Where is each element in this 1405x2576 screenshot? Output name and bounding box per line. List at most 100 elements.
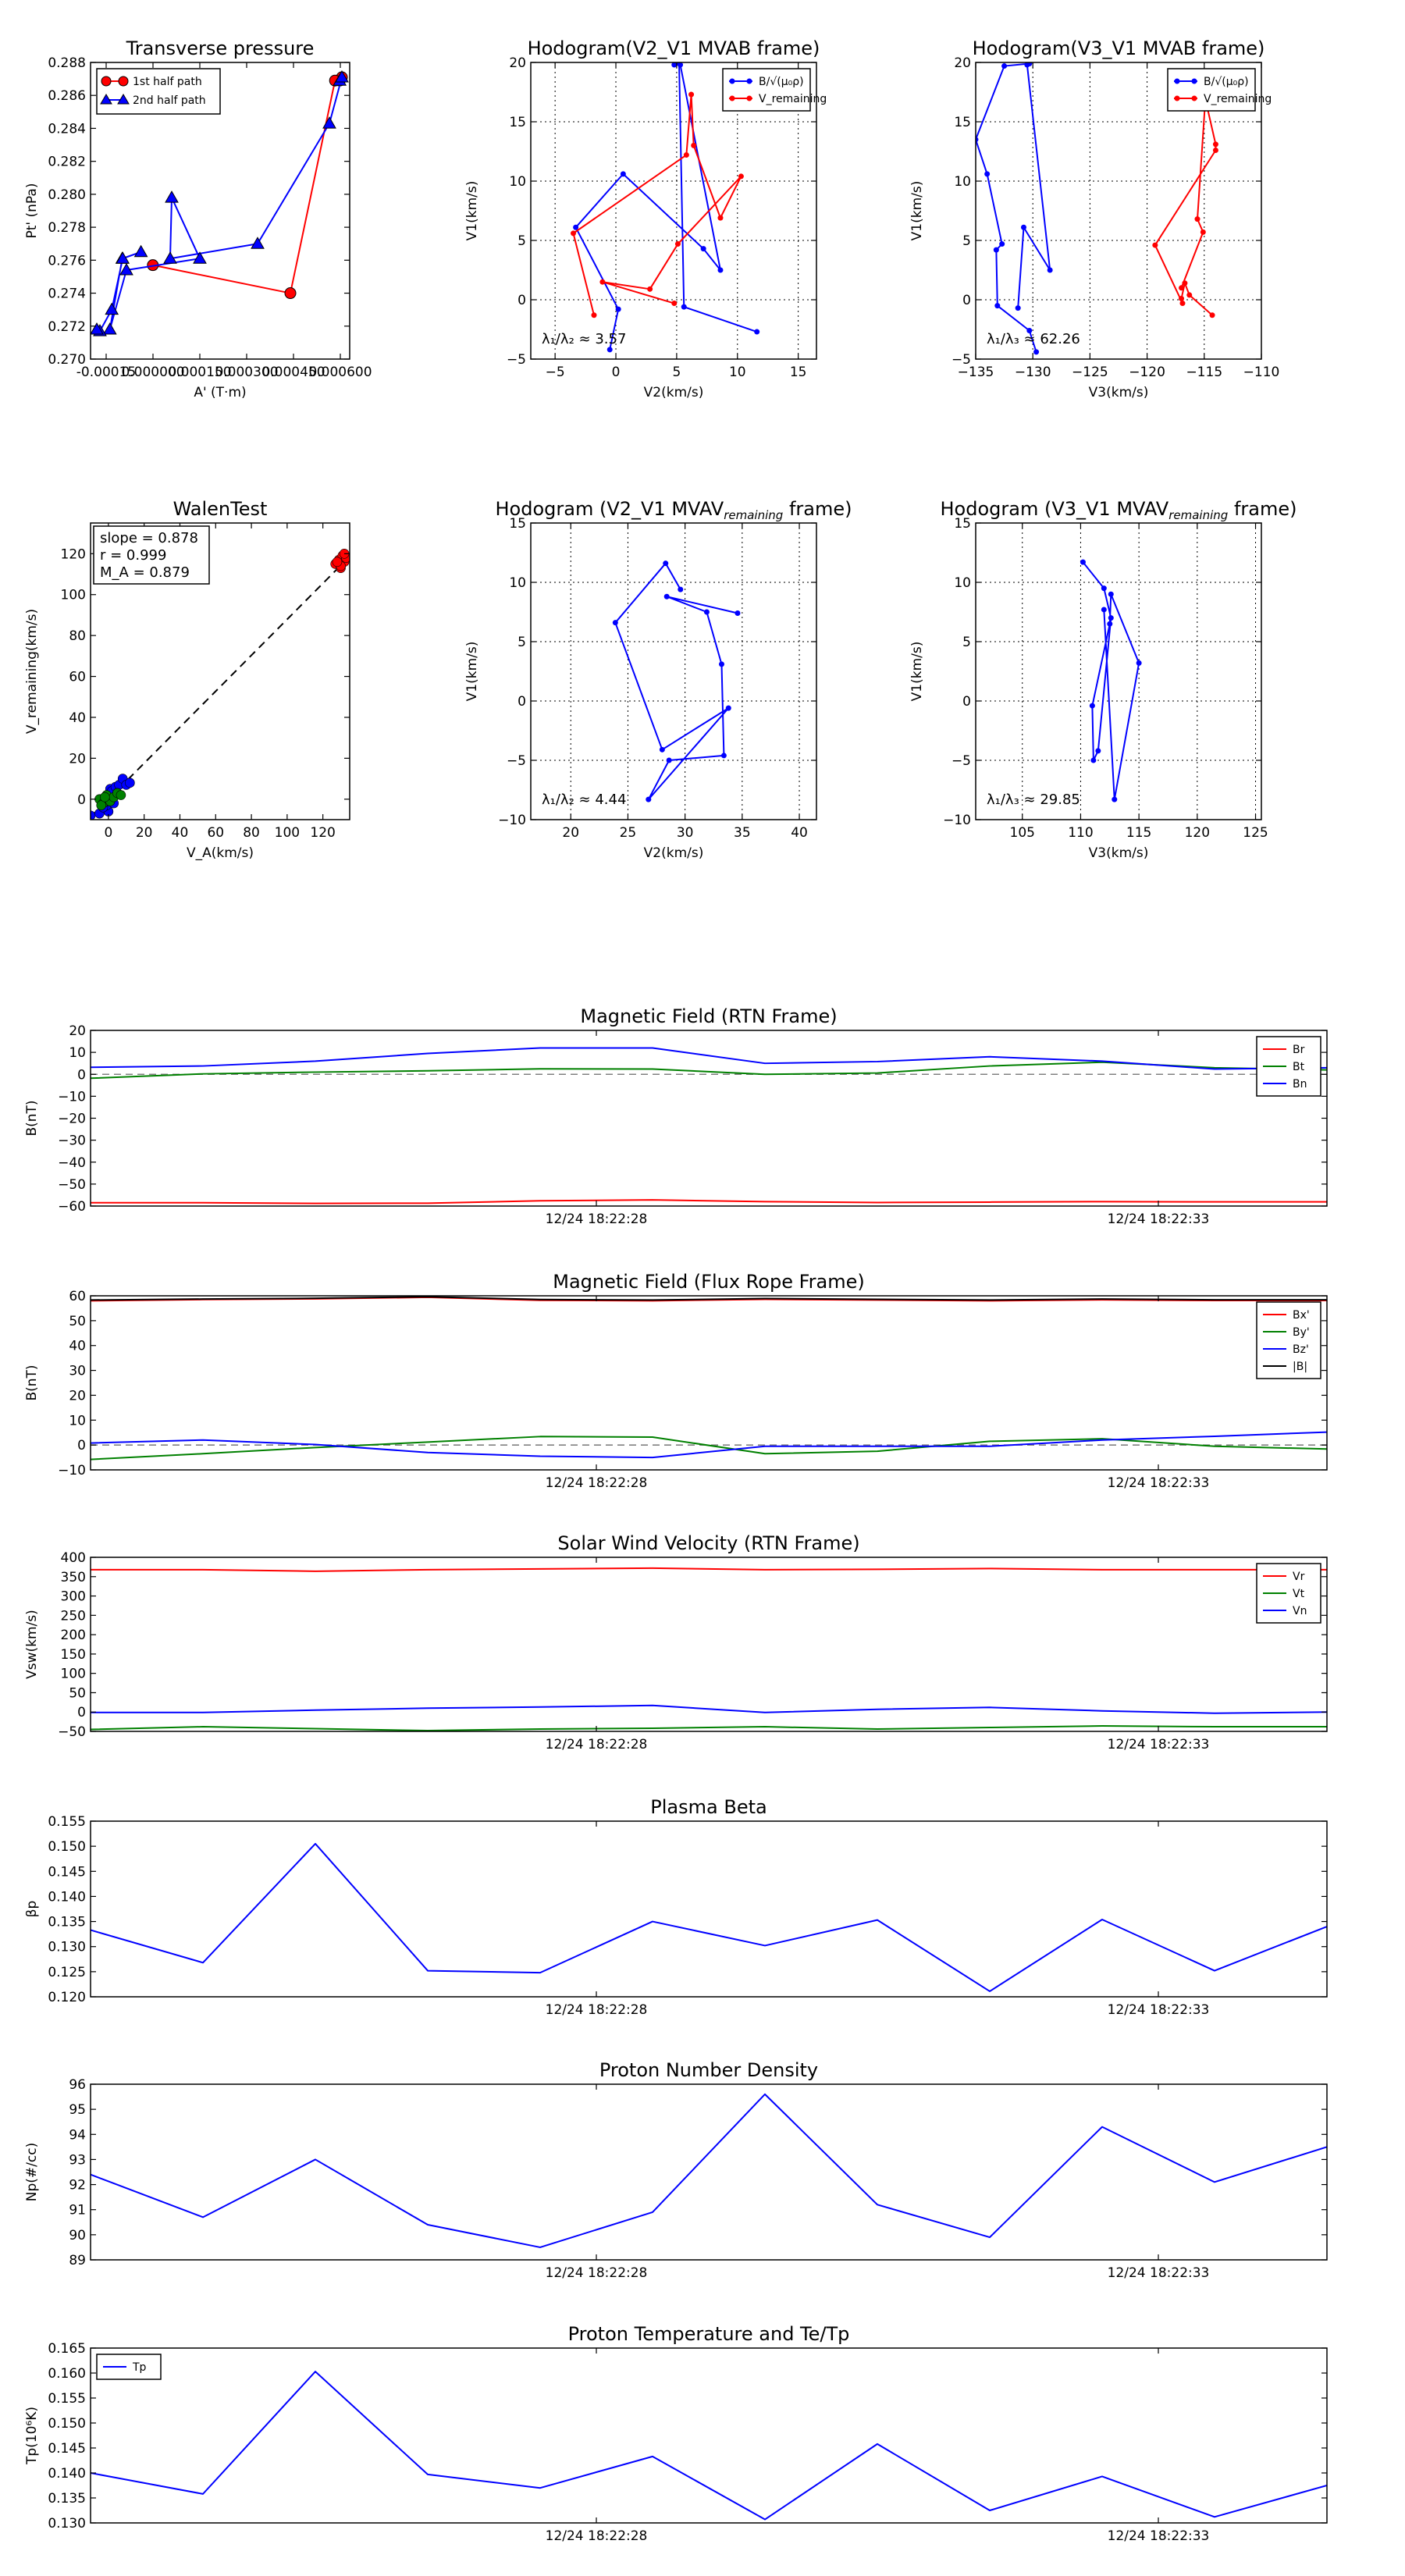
y-tick-label: 0.282 bbox=[48, 155, 86, 170]
y-tick-label: 0.276 bbox=[48, 253, 86, 269]
x-axis-label: V_A(km/s) bbox=[187, 845, 254, 861]
data-point bbox=[91, 322, 104, 335]
data-point bbox=[116, 790, 126, 800]
x-tick-label: 12/24 18:22:28 bbox=[546, 2528, 648, 2544]
data-point bbox=[1001, 63, 1008, 69]
plot-area bbox=[91, 1842, 1327, 1992]
y-tick-label: −30 bbox=[58, 1133, 86, 1149]
data-point bbox=[688, 91, 695, 98]
y-tick-label: 0.270 bbox=[48, 352, 86, 368]
data-point bbox=[718, 661, 724, 667]
y-tick-label: 0 bbox=[518, 694, 526, 710]
y-tick-label: 93 bbox=[69, 2152, 86, 2168]
title-subscript: remaining bbox=[724, 508, 783, 522]
data-point bbox=[1090, 757, 1097, 763]
data-point bbox=[615, 306, 621, 312]
series-line-Tp bbox=[91, 2371, 1327, 2521]
y-axis-label: V1(km/s) bbox=[909, 642, 925, 702]
data-point bbox=[102, 322, 117, 335]
y-axis-label: V1(km/s) bbox=[464, 181, 480, 241]
data-point bbox=[735, 610, 741, 617]
eigen-ratio-label: λ₁/λ₃ ≈ 62.26 bbox=[987, 331, 1080, 347]
y-tick-label: 100 bbox=[61, 588, 86, 603]
y-tick-label: 10 bbox=[69, 1045, 86, 1061]
stats-line: r = 0.999 bbox=[100, 547, 166, 564]
y-tick-label: 5 bbox=[962, 635, 971, 650]
x-tick-label: 80 bbox=[243, 825, 260, 841]
x-tick-label: 5 bbox=[672, 365, 681, 380]
series-line-Vr bbox=[91, 1567, 1327, 1572]
y-tick-label: 92 bbox=[69, 2178, 86, 2194]
axes-frame bbox=[90, 1820, 1328, 1998]
y-tick-label: 0.288 bbox=[48, 55, 86, 71]
y-tick-label: 0.280 bbox=[48, 187, 86, 203]
y-axis-label: Pt' (nPa) bbox=[24, 183, 40, 239]
data-point bbox=[1179, 301, 1186, 307]
x-tick-label: 10 bbox=[729, 365, 746, 380]
chart-title: Plasma Beta bbox=[650, 1796, 767, 1818]
data-point bbox=[119, 262, 133, 276]
plot-area bbox=[91, 69, 349, 336]
y-tick-label: 0.120 bbox=[48, 1990, 86, 2005]
chart-title: Hodogram (V3_V1 MVAVremaining frame) bbox=[941, 498, 1297, 522]
y-tick-label: 15 bbox=[954, 516, 971, 532]
data-point bbox=[620, 171, 626, 177]
y-tick-label: 100 bbox=[61, 1667, 86, 1682]
y-tick-label: 20 bbox=[954, 55, 971, 71]
legend-label: B/√(μ₀ρ) bbox=[759, 76, 804, 88]
x-tick-label: 0 bbox=[612, 365, 621, 380]
legend-marker bbox=[746, 95, 752, 101]
data-point bbox=[659, 746, 665, 753]
axes-frame bbox=[90, 1557, 1328, 1732]
chart-np: 12/24 18:22:28 12/24 18:22:33 89 90 91 92 93 94… bbox=[24, 2059, 1328, 2281]
legend-label: V_remaining bbox=[1204, 93, 1272, 105]
y-tick-label: 0.155 bbox=[48, 1814, 86, 1830]
y-tick-label: 80 bbox=[69, 628, 86, 644]
y-tick-label: 0 bbox=[77, 1067, 86, 1083]
data-point bbox=[1101, 607, 1107, 613]
data-point bbox=[999, 241, 1005, 247]
y-tick-label: 10 bbox=[954, 174, 971, 190]
series-line-Bz' bbox=[91, 1431, 1327, 1459]
x-tick-label: 100 bbox=[275, 825, 300, 841]
y-tick-label: 0.150 bbox=[48, 1839, 86, 1855]
data-point bbox=[754, 329, 760, 335]
y-tick-label: 15 bbox=[509, 516, 526, 532]
y-tick-label: 0.274 bbox=[48, 286, 86, 302]
y-tick-label: 0.165 bbox=[48, 2341, 86, 2357]
legend-marker bbox=[1174, 95, 1180, 101]
data-point bbox=[984, 171, 991, 177]
y-tick-label: 0 bbox=[962, 694, 971, 710]
data-point bbox=[1089, 703, 1095, 709]
y-tick-label: 90 bbox=[69, 2228, 86, 2243]
data-point bbox=[994, 303, 1001, 309]
y-tick-label: 20 bbox=[69, 1023, 86, 1039]
eigen-ratio-label: λ₁/λ₃ ≈ 29.85 bbox=[987, 792, 1080, 808]
title-main: Hodogram (V2_V1 MVAV bbox=[496, 498, 724, 520]
legend-marker bbox=[100, 94, 112, 105]
y-axis-label: V_remaining(km/s) bbox=[24, 609, 40, 734]
data-point bbox=[1112, 796, 1118, 802]
data-point bbox=[591, 312, 597, 318]
chart-tp: -0.000150.0000000.0001500.0003000.000450… bbox=[24, 37, 372, 400]
data-point bbox=[717, 267, 724, 273]
x-tick-label: 0.000600 bbox=[308, 365, 372, 380]
x-tick-label: 12/24 18:22:33 bbox=[1108, 2265, 1210, 2281]
x-tick-label: −125 bbox=[1072, 365, 1108, 380]
y-tick-label: 20 bbox=[509, 55, 526, 71]
x-axis-label: V2(km/s) bbox=[644, 845, 704, 861]
x-tick-label: -0.00015 bbox=[76, 365, 136, 380]
x-tick-label: 12/24 18:22:33 bbox=[1108, 1475, 1210, 1491]
chart-sw: 12/24 18:22:28 12/24 18:22:33 −50 0 50 100 150… bbox=[24, 1532, 1328, 1752]
y-tick-label: 0.272 bbox=[48, 319, 86, 335]
y-tick-label: 0.155 bbox=[48, 2391, 86, 2407]
y-tick-label: 250 bbox=[61, 1608, 86, 1624]
axes-frame bbox=[530, 522, 817, 820]
x-axis-label: V2(km/s) bbox=[644, 385, 704, 400]
y-tick-label: 150 bbox=[61, 1647, 86, 1663]
y-tick-label: 0.125 bbox=[48, 1965, 86, 1980]
y-tick-label: 0.140 bbox=[48, 1889, 86, 1905]
